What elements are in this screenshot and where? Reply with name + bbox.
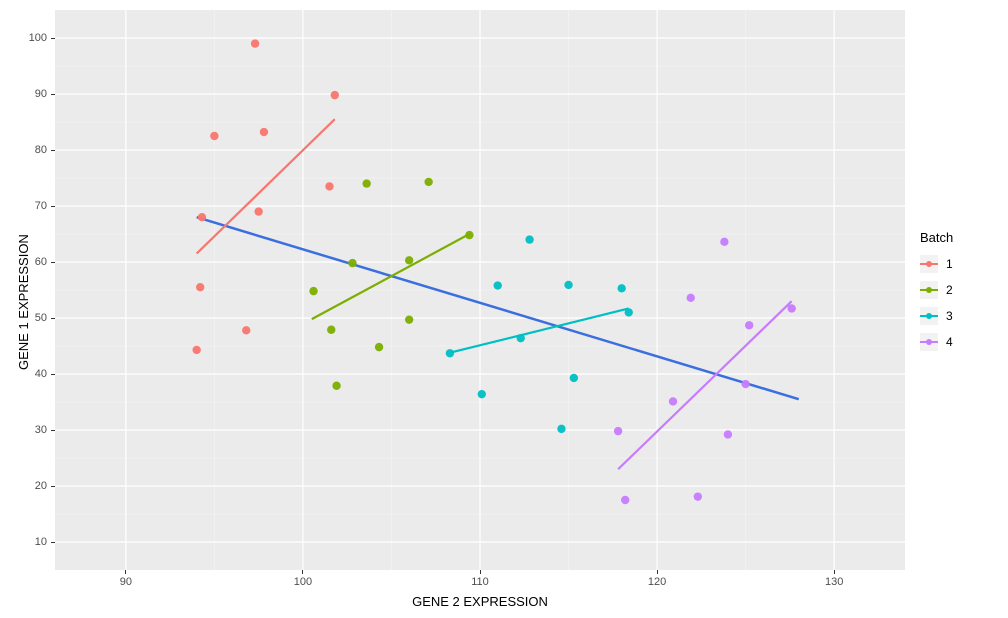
x-tick-label: 120 — [648, 576, 666, 588]
regression-line-batch-4 — [618, 301, 792, 469]
data-point-batch-2 — [405, 315, 413, 323]
legend-item-label: 1 — [946, 257, 953, 271]
data-point-batch-1 — [251, 39, 259, 47]
data-point-batch-4 — [787, 304, 795, 312]
data-point-batch-2 — [332, 382, 340, 390]
y-tick-mark — [51, 262, 55, 263]
legend-swatch — [920, 281, 938, 299]
y-tick-label: 70 — [25, 200, 47, 212]
legend-swatch — [920, 255, 938, 273]
data-point-batch-3 — [517, 334, 525, 342]
data-point-batch-3 — [564, 281, 572, 289]
data-point-batch-2 — [424, 178, 432, 186]
y-axis-label-text: GENE 1 EXPRESSION — [16, 234, 31, 370]
legend-swatch-dot — [926, 287, 932, 293]
data-point-batch-1 — [254, 207, 262, 215]
y-tick-mark — [51, 374, 55, 375]
data-point-batch-1 — [210, 132, 218, 140]
y-tick-mark — [51, 542, 55, 543]
y-tick-mark — [51, 486, 55, 487]
legend-item: 2 — [920, 281, 953, 299]
regression-line-batch-2 — [312, 234, 470, 319]
legend-item: 4 — [920, 333, 953, 351]
y-tick-label: 60 — [25, 256, 47, 268]
y-tick-mark — [51, 150, 55, 151]
data-point-batch-4 — [694, 492, 702, 500]
x-tick-mark — [480, 570, 481, 574]
legend-swatch — [920, 307, 938, 325]
legend-swatch-dot — [926, 313, 932, 319]
x-tick-label: 90 — [120, 576, 132, 588]
legend-item-label: 4 — [946, 335, 953, 349]
overall-regression-line — [197, 217, 799, 399]
data-point-batch-4 — [745, 321, 753, 329]
data-point-batch-2 — [309, 287, 317, 295]
data-point-batch-3 — [478, 390, 486, 398]
data-point-batch-3 — [494, 281, 502, 289]
y-tick-label: 20 — [25, 480, 47, 492]
x-axis-label: GENE 2 EXPRESSION — [55, 594, 905, 612]
data-point-batch-1 — [198, 213, 206, 221]
data-point-batch-4 — [614, 427, 622, 435]
data-point-batch-4 — [621, 496, 629, 504]
data-point-batch-2 — [362, 179, 370, 187]
data-point-batch-3 — [525, 235, 533, 243]
scatter-chart: GENE 2 EXPRESSION GENE 1 EXPRESSION Batc… — [0, 0, 1008, 618]
data-point-batch-4 — [720, 238, 728, 246]
legend: Batch 1 2 3 4 — [920, 230, 953, 359]
plot-svg — [55, 10, 905, 570]
legend-item-label: 2 — [946, 283, 953, 297]
data-point-batch-1 — [260, 128, 268, 136]
y-tick-label: 40 — [25, 368, 47, 380]
data-point-batch-3 — [625, 308, 633, 316]
data-point-batch-4 — [687, 294, 695, 302]
y-tick-label: 80 — [25, 144, 47, 156]
regression-line-batch-1 — [197, 119, 335, 253]
y-tick-label: 10 — [25, 536, 47, 548]
y-tick-mark — [51, 318, 55, 319]
y-axis-label: GENE 1 EXPRESSION — [16, 234, 31, 370]
y-tick-mark — [51, 94, 55, 95]
x-tick-label: 110 — [471, 576, 489, 588]
data-point-batch-1 — [331, 91, 339, 99]
data-point-batch-1 — [325, 182, 333, 190]
data-point-batch-3 — [557, 425, 565, 433]
y-tick-label: 50 — [25, 312, 47, 324]
y-tick-label: 90 — [25, 88, 47, 100]
x-tick-mark — [657, 570, 658, 574]
data-point-batch-3 — [446, 349, 454, 357]
data-point-batch-2 — [348, 259, 356, 267]
y-tick-label: 100 — [25, 32, 47, 44]
data-point-batch-2 — [405, 256, 413, 264]
legend-swatch — [920, 333, 938, 351]
legend-swatch-dot — [926, 261, 932, 267]
legend-items: 1 2 3 4 — [920, 255, 953, 351]
y-tick-mark — [51, 430, 55, 431]
data-point-batch-4 — [669, 397, 677, 405]
data-point-batch-1 — [196, 283, 204, 291]
x-tick-mark — [302, 570, 303, 574]
x-tick-mark — [125, 570, 126, 574]
data-point-batch-2 — [375, 343, 383, 351]
x-tick-mark — [834, 570, 835, 574]
y-tick-mark — [51, 38, 55, 39]
data-point-batch-2 — [327, 326, 335, 334]
plot-panel — [55, 10, 905, 570]
legend-item: 1 — [920, 255, 953, 273]
data-point-batch-1 — [192, 346, 200, 354]
y-tick-mark — [51, 206, 55, 207]
legend-item: 3 — [920, 307, 953, 325]
legend-title: Batch — [920, 230, 953, 245]
x-tick-label: 130 — [825, 576, 843, 588]
data-point-batch-3 — [617, 284, 625, 292]
data-point-batch-4 — [724, 430, 732, 438]
data-point-batch-4 — [741, 380, 749, 388]
y-tick-label: 30 — [25, 424, 47, 436]
legend-item-label: 3 — [946, 309, 953, 323]
legend-swatch-dot — [926, 339, 932, 345]
data-point-batch-2 — [465, 231, 473, 239]
data-point-batch-3 — [570, 374, 578, 382]
data-point-batch-1 — [242, 326, 250, 334]
x-tick-label: 100 — [294, 576, 312, 588]
